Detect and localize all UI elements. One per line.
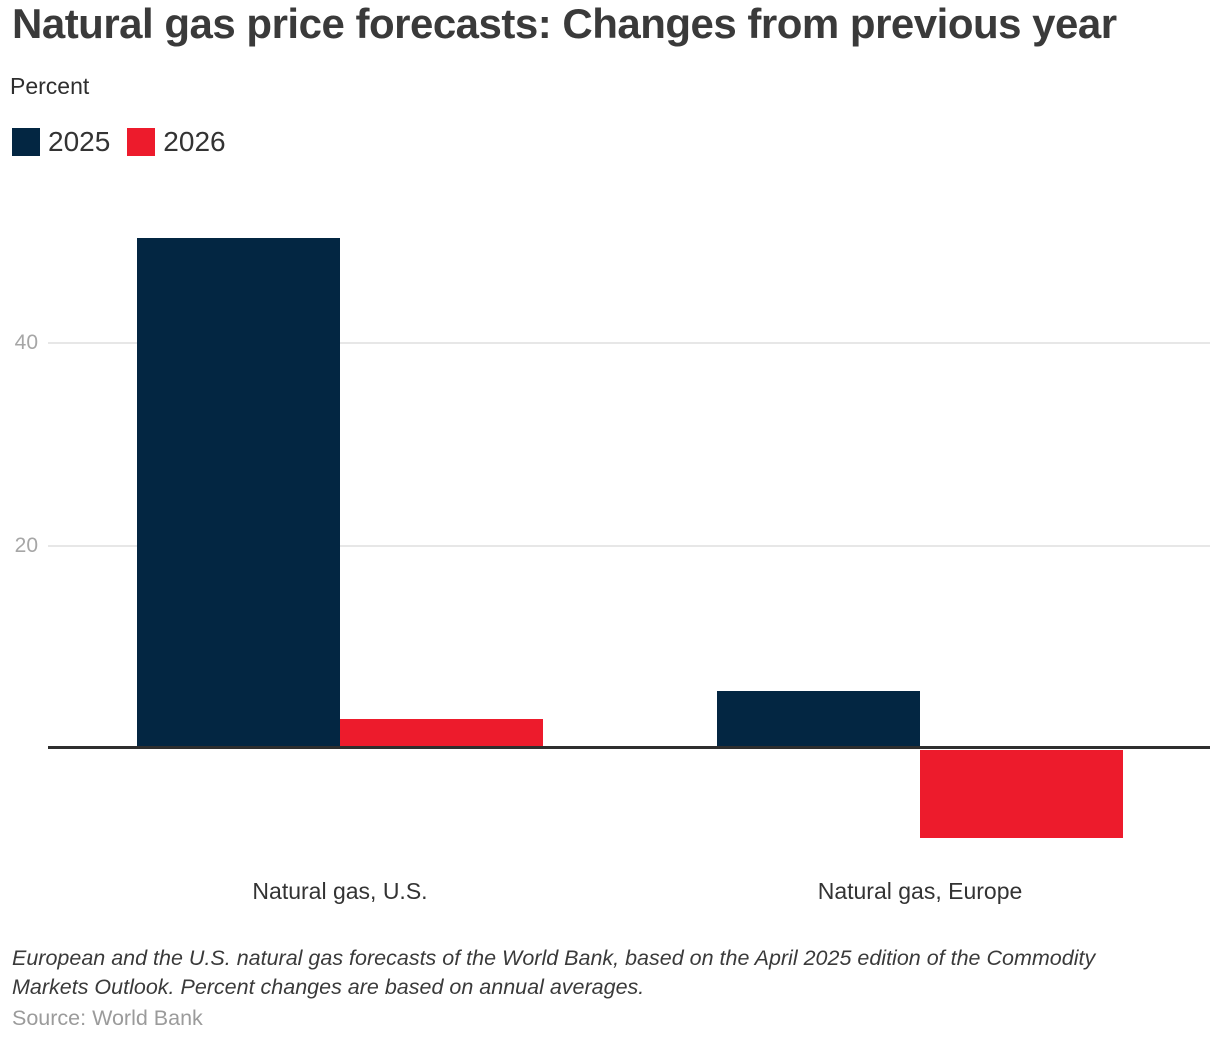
gridline-40 bbox=[48, 342, 1210, 344]
bar-natural-gas-u-s-2026 bbox=[340, 719, 543, 749]
gridline-20 bbox=[48, 545, 1210, 547]
bar-natural-gas-europe-2025 bbox=[717, 691, 920, 749]
y-tick-label: 40 bbox=[14, 331, 38, 354]
bar-natural-gas-u-s-2025 bbox=[137, 238, 340, 749]
zero-baseline bbox=[48, 746, 1210, 749]
y-axis-unit-label: Percent bbox=[10, 73, 90, 99]
legend-label: 2026 bbox=[163, 126, 226, 157]
footnote: European and the U.S. natural gas foreca… bbox=[12, 946, 1096, 999]
bar-natural-gas-europe-2026 bbox=[920, 750, 1123, 838]
legend-swatch-icon bbox=[12, 128, 40, 156]
legend-swatch-icon bbox=[127, 128, 156, 156]
legend-label: 2025 bbox=[48, 126, 111, 157]
legend-item-2025: 2025 bbox=[12, 128, 110, 156]
legend: 2025 2026 bbox=[12, 128, 226, 156]
y-tick-label: 20 bbox=[14, 534, 38, 557]
category-label: Natural gas, U.S. bbox=[252, 878, 428, 904]
chart-title: Natural gas price forecasts: Changes fro… bbox=[12, 0, 1117, 47]
source-line: Source: World Bank bbox=[12, 1006, 203, 1030]
legend-item-2026: 2026 bbox=[127, 126, 226, 157]
category-label: Natural gas, Europe bbox=[817, 878, 1023, 904]
